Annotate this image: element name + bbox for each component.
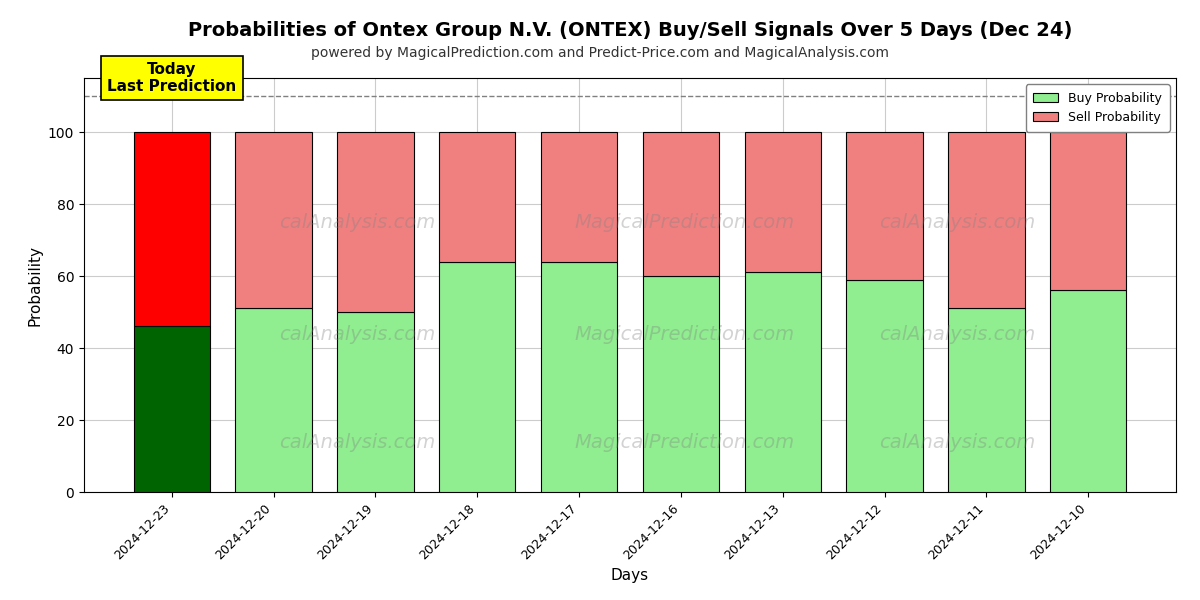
Text: calAnalysis.com: calAnalysis.com — [880, 433, 1036, 452]
Bar — [744, 132, 821, 272]
Title: Probabilities of Ontex Group N.V. (ONTEX) Buy/Sell Signals Over 5 Days (Dec 24): Probabilities of Ontex Group N.V. (ONTEX… — [188, 22, 1072, 40]
Bar — [235, 132, 312, 308]
Bar — [133, 326, 210, 492]
Text: MagicalPrediction.com: MagicalPrediction.com — [575, 325, 794, 344]
Bar — [948, 132, 1025, 308]
Bar — [846, 280, 923, 492]
Text: calAnalysis.com: calAnalysis.com — [278, 325, 436, 344]
Text: calAnalysis.com: calAnalysis.com — [278, 214, 436, 232]
Bar — [1050, 290, 1127, 492]
Text: calAnalysis.com: calAnalysis.com — [880, 325, 1036, 344]
Bar — [643, 276, 719, 492]
Text: Today
Last Prediction: Today Last Prediction — [107, 62, 236, 94]
Bar — [541, 132, 617, 262]
Legend: Buy Probability, Sell Probability: Buy Probability, Sell Probability — [1026, 84, 1170, 131]
Bar — [235, 308, 312, 492]
Bar — [439, 262, 516, 492]
Text: calAnalysis.com: calAnalysis.com — [278, 433, 436, 452]
Text: MagicalPrediction.com: MagicalPrediction.com — [575, 214, 794, 232]
Text: MagicalPrediction.com: MagicalPrediction.com — [575, 433, 794, 452]
Bar — [643, 132, 719, 276]
Bar — [1050, 132, 1127, 290]
Text: powered by MagicalPrediction.com and Predict-Price.com and MagicalAnalysis.com: powered by MagicalPrediction.com and Pre… — [311, 46, 889, 60]
Bar — [744, 272, 821, 492]
Bar — [948, 308, 1025, 492]
Bar — [337, 312, 414, 492]
Text: calAnalysis.com: calAnalysis.com — [880, 214, 1036, 232]
Bar — [439, 132, 516, 262]
X-axis label: Days: Days — [611, 568, 649, 583]
Y-axis label: Probability: Probability — [28, 245, 42, 325]
Bar — [337, 132, 414, 312]
Bar — [541, 262, 617, 492]
Bar — [133, 132, 210, 326]
Bar — [846, 132, 923, 280]
